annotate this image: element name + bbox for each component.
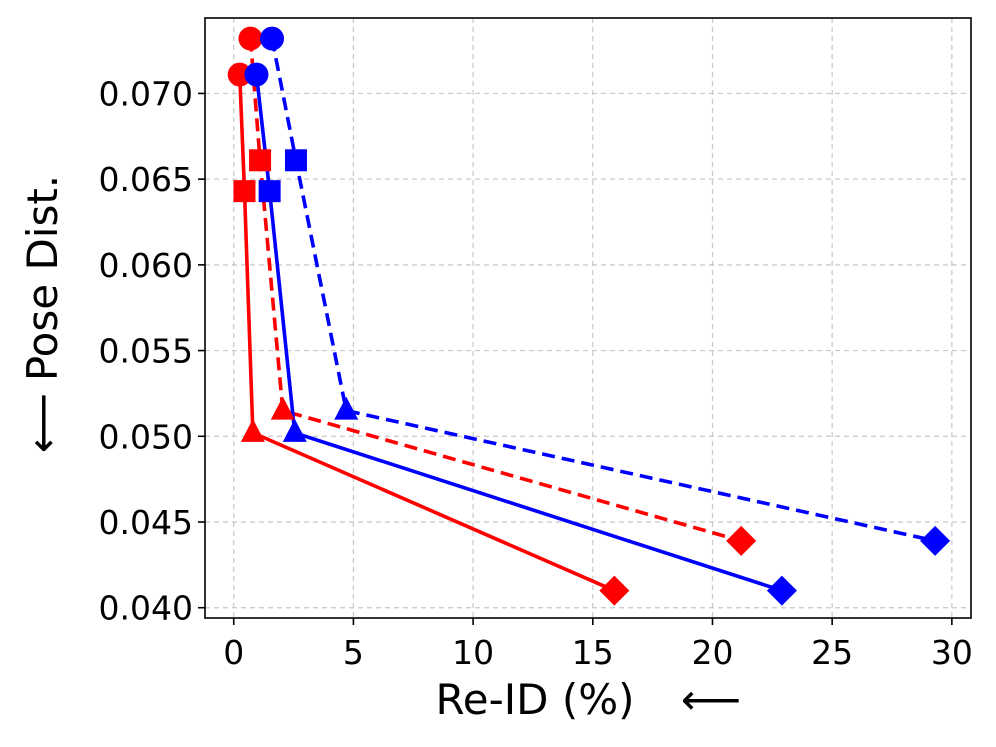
- x-tick-label: 15: [572, 633, 614, 672]
- triangle-marker-red-solid: [240, 418, 265, 442]
- y-axis-label-group: Pose Dist. ⟵: [18, 175, 67, 453]
- y-tick-label: 0.070: [99, 74, 193, 113]
- square-marker-red-dashed: [249, 149, 272, 172]
- circle-marker-red-solid: [227, 62, 252, 87]
- y-tick-label: 0.050: [99, 417, 193, 456]
- y-tick-label: 0.045: [99, 503, 193, 542]
- grid: [205, 18, 971, 618]
- square-marker-blue-dashed: [284, 149, 307, 172]
- diamond-marker-red-dashed: [726, 525, 757, 556]
- series-line-red-solid: [237, 74, 616, 593]
- x-axis-label: Re-ID (%): [435, 675, 634, 724]
- x-tick-label: 5: [343, 633, 364, 672]
- square-marker-red-solid: [233, 180, 256, 203]
- plot-frame: [204, 17, 972, 619]
- y-axis-label: Pose Dist.: [18, 175, 67, 381]
- x-axis-arrow: ⟵: [681, 675, 741, 724]
- series-line-blue-dashed: [270, 38, 936, 543]
- diamond-marker-red-solid: [599, 575, 630, 606]
- circle-marker-red-dashed: [238, 26, 263, 51]
- triangle-marker-blue-dashed: [334, 396, 359, 420]
- series-layer: [227, 26, 951, 606]
- series-line-red-dashed: [248, 38, 742, 543]
- x-tick-label: 20: [691, 633, 733, 672]
- series-line-blue-solid: [254, 74, 783, 593]
- square-marker-blue-solid: [258, 180, 281, 203]
- triangle-marker-blue-solid: [282, 418, 307, 442]
- y-tick-label: 0.040: [99, 589, 193, 628]
- triangle-marker-red-dashed: [270, 396, 295, 420]
- circle-marker-blue-solid: [244, 62, 269, 87]
- x-tick-label: 0: [223, 633, 244, 672]
- circle-marker-blue-dashed: [260, 26, 285, 51]
- ticks: 0 5 10 15 20 25 30 0.040 0.045 0.050 0.055 0.060 0.0…: [99, 74, 973, 672]
- y-tick-label: 0.065: [99, 160, 193, 199]
- diamond-marker-blue-dashed: [920, 525, 951, 556]
- x-tick-label: 10: [452, 633, 494, 672]
- x-tick-label: 25: [811, 633, 853, 672]
- y-tick-label: 0.060: [99, 246, 193, 285]
- y-tick-label: 0.055: [99, 332, 193, 371]
- y-axis-arrow: ⟵: [18, 393, 67, 453]
- x-tick-label: 30: [931, 633, 973, 672]
- diamond-marker-blue-solid: [766, 575, 797, 606]
